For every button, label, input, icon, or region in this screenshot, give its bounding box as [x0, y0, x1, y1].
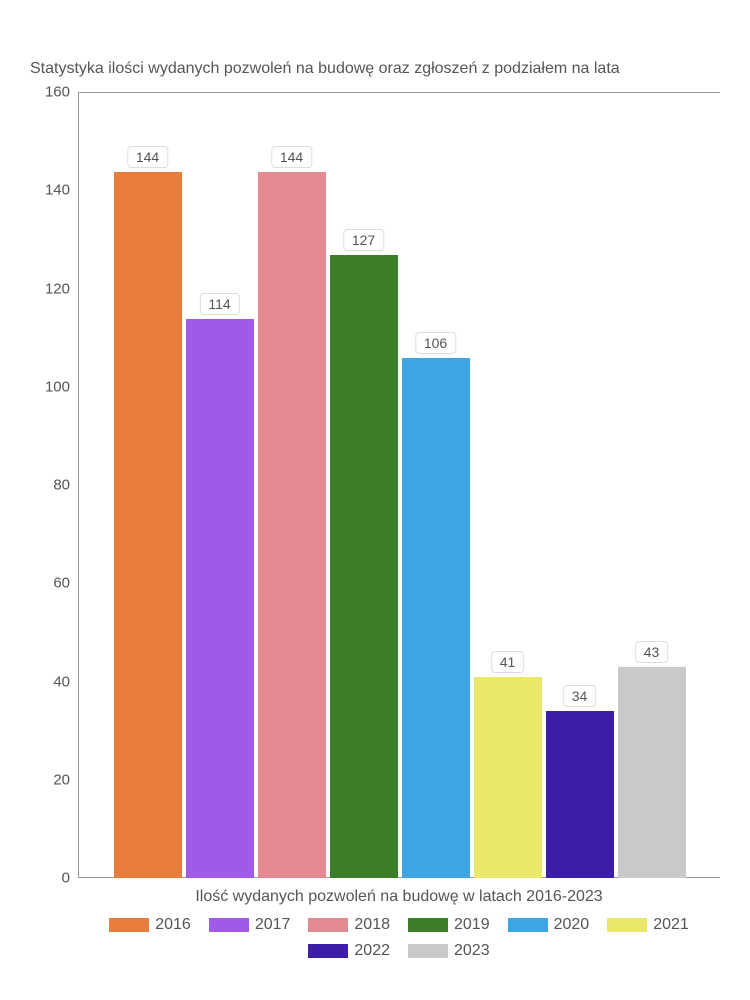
legend-item-2021: 2021	[607, 916, 689, 934]
bars-row: 144114144127106413443	[79, 93, 720, 878]
bar-value-label: 41	[491, 651, 525, 673]
bars-area: 144114144127106413443	[78, 92, 720, 878]
bar-value-label: 34	[563, 685, 597, 707]
legend-label: 2019	[454, 916, 490, 934]
legend-swatch	[109, 918, 149, 932]
legend-item-2022: 2022	[308, 942, 390, 960]
legend-item-2018: 2018	[308, 916, 390, 934]
legend-label: 2023	[454, 942, 490, 960]
y-axis: 020406080100120140160	[30, 92, 78, 878]
bar-value-label: 144	[127, 146, 168, 168]
chart-title: Statystyka ilości wydanych pozwoleń na b…	[30, 60, 720, 78]
bar-value-label: 127	[343, 229, 384, 251]
y-tick-label: 160	[45, 84, 70, 101]
plot-area: 020406080100120140160 144114144127106413…	[30, 92, 720, 878]
legend-swatch	[308, 944, 348, 958]
legend-label: 2020	[554, 916, 590, 934]
y-tick-label: 100	[45, 378, 70, 395]
bar-value-label: 106	[415, 332, 456, 354]
legend: 2016 2017 2018 2019 2020 2021 2022 2023	[78, 916, 720, 960]
y-tick-label: 40	[53, 673, 70, 690]
legend-label: 2017	[255, 916, 291, 934]
legend-label: 2016	[155, 916, 191, 934]
legend-swatch	[209, 918, 249, 932]
bar-2018: 144	[258, 172, 326, 879]
legend-label: 2022	[354, 942, 390, 960]
y-tick-label: 140	[45, 182, 70, 199]
y-tick-label: 60	[53, 575, 70, 592]
legend-item-2023: 2023	[408, 942, 490, 960]
y-tick-label: 20	[53, 771, 70, 788]
bar-2016: 144	[114, 172, 182, 879]
chart-container: Statystyka ilości wydanych pozwoleń na b…	[0, 0, 750, 1000]
legend-swatch	[408, 918, 448, 932]
y-tick-label: 80	[53, 477, 70, 494]
legend-label: 2018	[354, 916, 390, 934]
bar-value-label: 144	[271, 146, 312, 168]
bar-value-label: 43	[635, 641, 669, 663]
bar-2020: 106	[402, 358, 470, 878]
bar-2021: 41	[474, 677, 542, 878]
legend-item-2016: 2016	[109, 916, 191, 934]
bar-2022: 34	[546, 711, 614, 878]
bar-value-label: 114	[199, 293, 239, 315]
legend-swatch	[408, 944, 448, 958]
bar-2019: 127	[330, 255, 398, 878]
legend-item-2019: 2019	[408, 916, 490, 934]
legend-swatch	[308, 918, 348, 932]
bar-2023: 43	[618, 667, 686, 878]
legend-item-2017: 2017	[209, 916, 291, 934]
legend-swatch	[508, 918, 548, 932]
y-tick-label: 0	[62, 870, 70, 887]
legend-swatch	[607, 918, 647, 932]
bar-2017: 114	[186, 319, 254, 878]
y-tick-label: 120	[45, 280, 70, 297]
legend-label: 2021	[653, 916, 689, 934]
legend-item-2020: 2020	[508, 916, 590, 934]
x-axis-label: Ilość wydanych pozwoleń na budowę w lata…	[78, 888, 720, 906]
